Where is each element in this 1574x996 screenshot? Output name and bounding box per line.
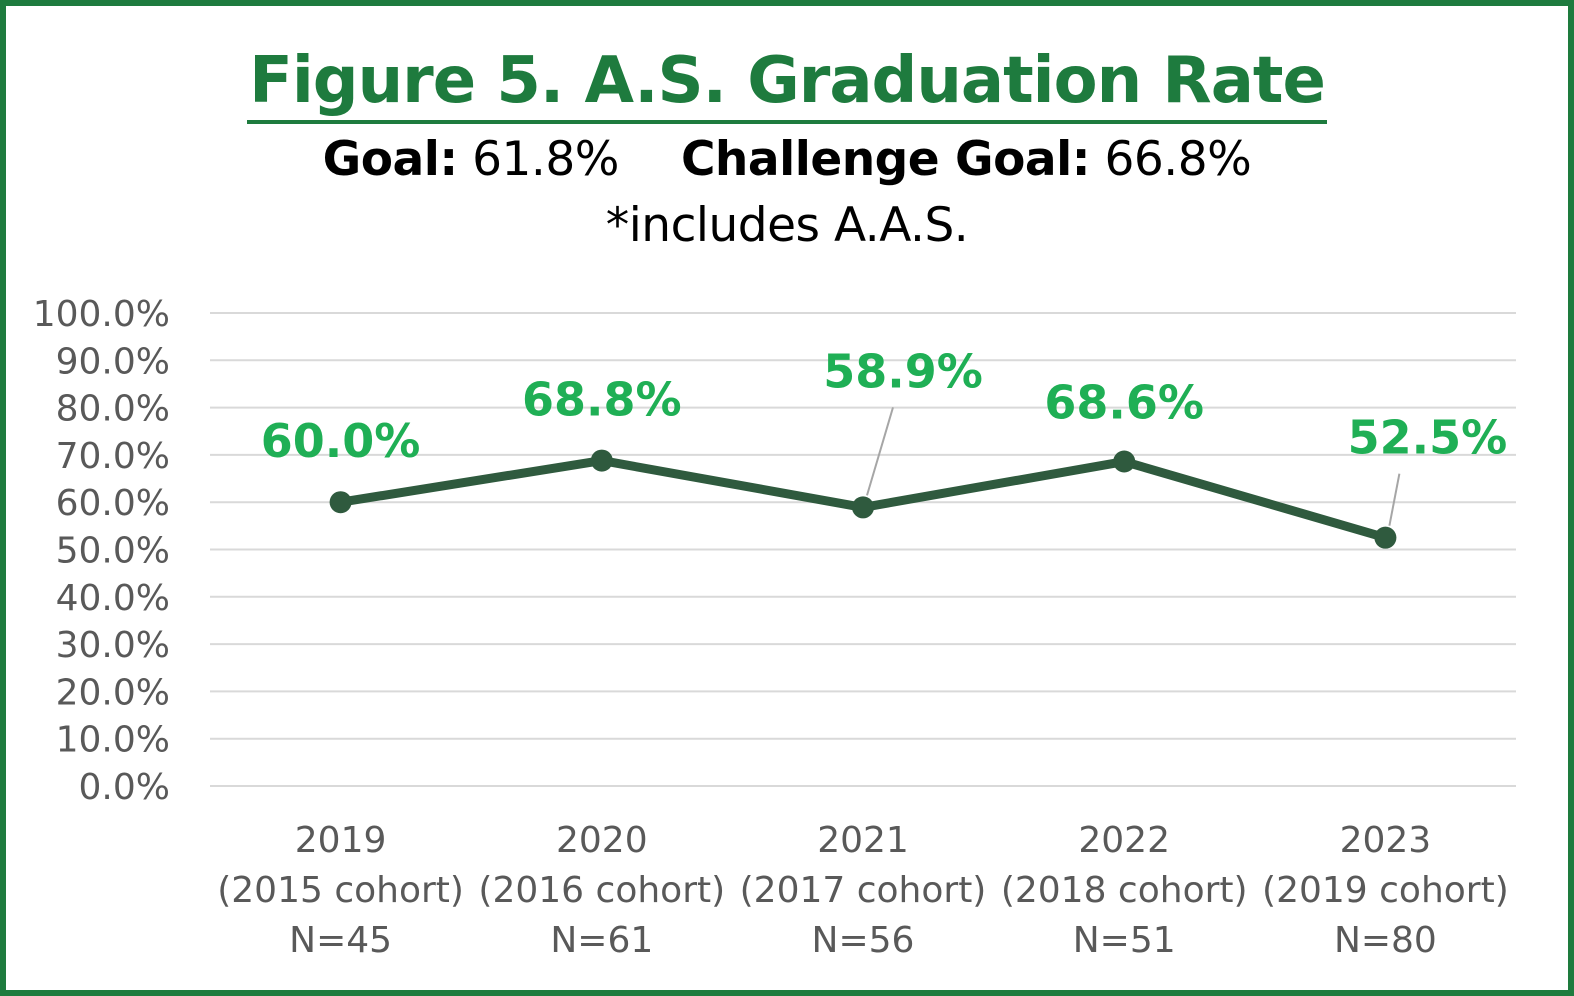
y-tick-label: 10.0% bbox=[56, 720, 170, 761]
x-tick-label: N=80 bbox=[1334, 920, 1437, 961]
x-tick-label: 2019 bbox=[295, 820, 387, 861]
y-tick-label: 80.0% bbox=[56, 389, 170, 430]
data-label: 52.5% bbox=[1348, 411, 1508, 465]
x-tick-label: N=51 bbox=[1073, 920, 1176, 961]
x-tick-label: N=56 bbox=[812, 920, 915, 961]
leader-line bbox=[866, 407, 894, 496]
x-tick-label: (2019 cohort) bbox=[1262, 870, 1509, 911]
y-tick-label: 60.0% bbox=[56, 483, 170, 524]
data-point bbox=[1374, 526, 1397, 549]
y-tick-label: 50.0% bbox=[56, 531, 170, 572]
x-tick-label: (2016 cohort) bbox=[478, 870, 725, 911]
y-tick-label: 30.0% bbox=[56, 625, 170, 666]
data-label: 68.6% bbox=[1044, 376, 1204, 430]
y-tick-label: 40.0% bbox=[56, 578, 170, 619]
x-tick-label: (2015 cohort) bbox=[217, 870, 464, 911]
x-tick-label: 2022 bbox=[1078, 820, 1170, 861]
chart-title: Figure 5. A.S. Graduation Rate bbox=[247, 42, 1327, 124]
data-point bbox=[1113, 450, 1136, 473]
data-point bbox=[852, 496, 874, 519]
goal-value: 61.8% bbox=[472, 132, 619, 187]
data-label: 60.0% bbox=[261, 414, 421, 468]
goals-line: Goal: 61.8% Challenge Goal: 66.8% bbox=[0, 130, 1574, 190]
data-point bbox=[590, 449, 613, 472]
goal-label: Goal: bbox=[322, 132, 459, 187]
leader-line bbox=[1388, 473, 1401, 526]
chart-note: *includes A.A.S. bbox=[605, 198, 969, 253]
x-tick-label: (2017 cohort) bbox=[740, 870, 987, 911]
y-tick-label: 70.0% bbox=[56, 436, 170, 477]
x-tick-label: 2023 bbox=[1340, 820, 1432, 861]
y-tick-label: 0.0% bbox=[79, 767, 170, 808]
data-label: 68.8% bbox=[522, 373, 682, 427]
x-tick-label: N=45 bbox=[289, 920, 392, 961]
title-wrap: Figure 5. A.S. Graduation Rate bbox=[0, 42, 1574, 124]
data-point bbox=[329, 491, 352, 514]
challenge-goal-label: Challenge Goal: bbox=[680, 132, 1091, 187]
y-tick-label: 90.0% bbox=[56, 341, 170, 382]
x-tick-label: 2020 bbox=[556, 820, 648, 861]
data-label: 58.9% bbox=[823, 344, 983, 398]
x-tick-label: 2021 bbox=[817, 820, 909, 861]
x-tick-label: (2018 cohort) bbox=[1001, 870, 1248, 911]
y-tick-label: 100.0% bbox=[33, 294, 170, 335]
challenge-goal-value: 66.8% bbox=[1104, 132, 1252, 187]
x-tick-label: N=61 bbox=[550, 920, 653, 961]
y-tick-label: 20.0% bbox=[56, 672, 170, 713]
